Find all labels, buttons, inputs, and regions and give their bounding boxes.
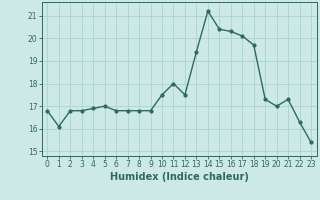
X-axis label: Humidex (Indice chaleur): Humidex (Indice chaleur) xyxy=(110,172,249,182)
